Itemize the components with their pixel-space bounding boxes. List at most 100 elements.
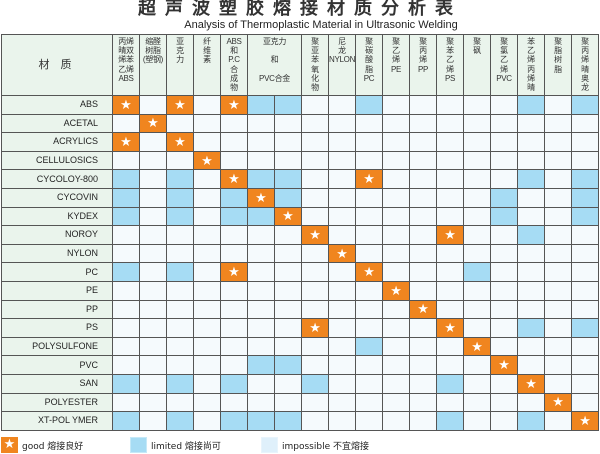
row-label: POLYSULFONE (1, 336, 113, 357)
star-icon: ★ (228, 265, 240, 281)
cell-impossible (193, 355, 221, 375)
cell-impossible (463, 187, 492, 208)
star-icon: ★ (228, 172, 240, 188)
cell-impossible (301, 392, 330, 413)
cell-impossible (355, 355, 384, 375)
cell-impossible (544, 95, 573, 115)
corner-header: 材 质 (1, 34, 113, 96)
cell-impossible (220, 243, 248, 264)
cell-impossible (490, 262, 519, 282)
cell-impossible (355, 113, 384, 134)
cell-impossible (247, 373, 275, 394)
cell-impossible (382, 113, 411, 134)
cell-impossible (571, 113, 600, 134)
cell-impossible (139, 411, 167, 431)
column-header: 纤 维 素 (193, 34, 221, 96)
cell-limited (571, 169, 600, 189)
cell-limited (220, 187, 248, 208)
column-header: 聚 砜 (463, 34, 492, 96)
page-subtitle: Analysis of Thermoplastic Material in Ul… (184, 19, 458, 31)
cell-impossible (355, 243, 384, 264)
cell-impossible (193, 187, 221, 208)
cell-impossible (409, 262, 438, 282)
cell-impossible (544, 355, 573, 375)
cell-good: ★ (220, 262, 248, 282)
cell-impossible (463, 299, 492, 320)
cell-impossible (301, 355, 330, 375)
cell-impossible (193, 280, 221, 301)
cell-impossible (220, 392, 248, 413)
table-row: PVC ★ (1, 355, 600, 375)
cell-impossible (301, 206, 330, 227)
cell-limited (517, 169, 546, 189)
cell-impossible (517, 187, 546, 208)
cell-impossible (490, 318, 519, 338)
cell-impossible (382, 262, 411, 282)
cell-impossible (436, 95, 465, 115)
cell-impossible (544, 132, 573, 152)
cell-impossible (220, 225, 248, 245)
table-row: CYCOVIN ★ (1, 187, 600, 208)
cell-impossible (436, 206, 465, 227)
star-icon: ★ (444, 227, 456, 243)
cell-impossible (409, 95, 438, 115)
cell-limited (112, 411, 140, 431)
cell-impossible (301, 411, 330, 431)
cell-limited (571, 206, 600, 227)
cell-limited (517, 318, 546, 338)
star-icon: ★ (471, 339, 483, 355)
cell-impossible (409, 280, 438, 301)
cell-good: ★ (382, 280, 411, 301)
cell-impossible (490, 373, 519, 394)
cell-impossible (382, 132, 411, 152)
column-header: 聚 碳 酸 脂 PC (355, 34, 384, 96)
table-row: SAN ★ (1, 373, 600, 394)
star-icon: ★ (174, 97, 186, 113)
star-icon: ★ (120, 134, 132, 150)
cell-limited (247, 169, 275, 189)
cell-limited (273, 355, 303, 375)
cell-impossible (220, 280, 248, 301)
star-icon: ★ (363, 172, 375, 188)
table-row: NOROY ★ ★ (1, 225, 600, 245)
cell-impossible (436, 113, 465, 134)
cell-limited (112, 206, 140, 227)
cell-impossible (490, 392, 519, 413)
cell-impossible (517, 392, 546, 413)
legend-good-label: good 熔接良好 (22, 441, 84, 452)
cell-impossible (463, 225, 492, 245)
cell-impossible (328, 262, 357, 282)
cell-impossible (382, 150, 411, 171)
cell-impossible (544, 225, 573, 245)
cell-limited (220, 206, 248, 227)
cell-limited (436, 373, 465, 394)
cell-impossible (355, 206, 384, 227)
star-icon: ★ (579, 413, 591, 429)
column-header: 亚 克 力 (166, 34, 194, 96)
cell-good: ★ (166, 95, 194, 115)
cell-impossible (273, 225, 303, 245)
cell-impossible (139, 95, 167, 115)
column-header: 丙烯 晴双 烯苯 乙烯 ABS (112, 34, 140, 96)
cell-good: ★ (166, 132, 194, 152)
star-icon: ★ (120, 97, 132, 113)
cell-impossible (328, 225, 357, 245)
cell-impossible (463, 392, 492, 413)
cell-limited (490, 187, 519, 208)
star-icon: ★ (147, 116, 159, 132)
cell-impossible (571, 262, 600, 282)
cell-impossible (355, 132, 384, 152)
cell-impossible (273, 262, 303, 282)
cell-impossible (112, 280, 140, 301)
cell-impossible (355, 150, 384, 171)
cell-impossible (247, 113, 275, 134)
column-header: 聚 脂 树 脂 (544, 34, 573, 96)
star-icon: ★ (282, 209, 294, 225)
cell-limited (112, 262, 140, 282)
cell-limited (490, 206, 519, 227)
cell-impossible (220, 113, 248, 134)
cell-impossible (193, 262, 221, 282)
cell-impossible (490, 299, 519, 320)
cell-impossible (220, 336, 248, 357)
cell-good: ★ (301, 225, 330, 245)
